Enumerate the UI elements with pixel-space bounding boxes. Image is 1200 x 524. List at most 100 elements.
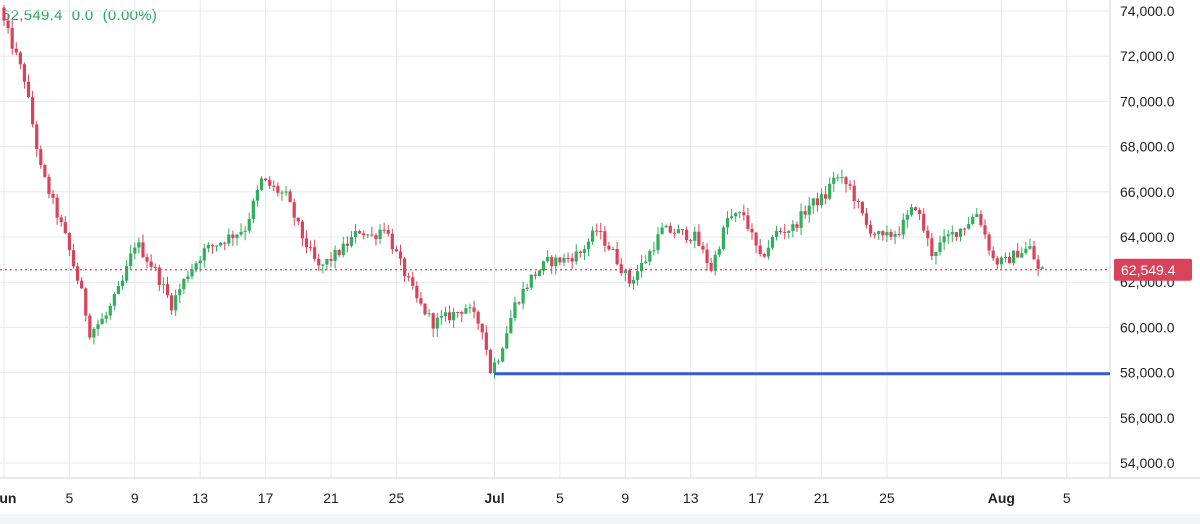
candle [447,305,452,324]
price-axis-label: 72,000.0 [1120,48,1175,64]
candle-body [1020,253,1024,258]
candle-body [402,258,407,277]
candle [652,241,656,256]
last-price-badge-text: 62,549.4 [1121,262,1176,278]
candle-body [905,214,909,220]
candle-body [141,242,145,258]
candle-body [276,186,280,193]
candle [999,256,1003,270]
candle [247,212,251,234]
candle-body [496,361,501,363]
candle-body [705,249,709,263]
candle [660,222,664,235]
candle-body [709,262,713,271]
candle-body [26,81,31,98]
candle [664,224,668,228]
candle [71,244,76,269]
candle-body [729,216,734,219]
candle-body [125,266,129,281]
time-axis-label: 21 [814,490,830,506]
candle [533,271,537,280]
candle-body [456,311,460,313]
candle-body [815,198,820,206]
candle [264,178,268,182]
candle [611,246,615,251]
candle [656,227,660,255]
candle-body [259,178,264,190]
candle [599,222,603,240]
candle [950,225,954,243]
candle-body [198,260,202,264]
candle [975,208,979,218]
candle-body [574,251,578,262]
candle [811,198,815,214]
candle [104,311,108,324]
candle [623,268,627,282]
candle-body [492,362,497,374]
candle-body [174,295,178,311]
candle [337,248,341,257]
candle [100,312,104,325]
candle [607,241,611,251]
candle [190,263,194,280]
candle-body [223,242,227,244]
candle [174,289,178,317]
candle [746,207,750,232]
candle [783,223,787,240]
candle [1016,243,1020,258]
candle-body [652,250,656,252]
candle [149,254,153,269]
candle-body [983,225,987,235]
candle [558,256,562,266]
candle-body [946,234,950,237]
candle-body [672,232,676,234]
candle-body [206,244,210,249]
candle [349,230,354,248]
candle [926,225,930,247]
candle-body [591,230,595,242]
candle [537,269,542,277]
candle-body [1007,256,1012,264]
candle [304,230,309,254]
candle-body [484,332,488,350]
candle [836,174,840,182]
candle [443,306,448,322]
candle-body [717,249,721,255]
candle-body [411,277,415,286]
candle [705,242,709,271]
candle-body [120,280,125,287]
candle-body [603,231,607,246]
candle-body [550,256,554,267]
candle [63,216,67,235]
candle [721,225,725,251]
candle-body [10,27,14,49]
candle-body [227,234,231,244]
candle [881,230,885,241]
candle [967,216,971,230]
candle [284,186,288,197]
candle [578,250,582,258]
candle [362,230,366,240]
candle-body [488,349,493,374]
candle-body [537,270,542,276]
candle [198,255,202,272]
candle-body [721,227,725,250]
candle-body [697,231,701,246]
candle [112,292,116,311]
time-axis-label: 5 [1063,490,1071,506]
candle-body [59,217,63,223]
candle-body [599,231,603,233]
candle [31,90,35,128]
candle [873,231,877,239]
candle [860,201,864,216]
last-price-badge: 62,549.4 [1114,258,1192,281]
candle [419,292,423,307]
candle-body [292,202,296,218]
candle [697,224,701,247]
candle-body [713,254,717,271]
price-axis-label: 70,000.0 [1120,93,1175,109]
candle-body [460,311,464,314]
candle [779,227,783,235]
candle [88,313,92,340]
